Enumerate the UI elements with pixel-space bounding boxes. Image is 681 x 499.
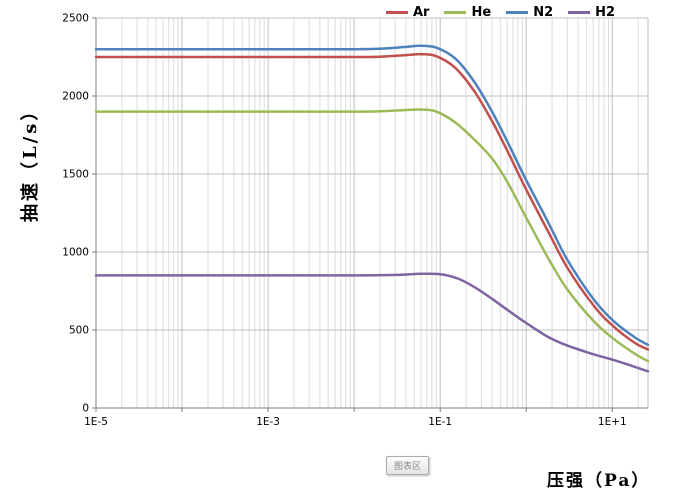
x-axis-title: 压强（Pa）: [547, 471, 651, 491]
x-tick-label: 1E+1: [598, 416, 627, 428]
legend-swatch-he: [444, 11, 467, 14]
series-line-Ar[interactable]: [94, 52, 650, 351]
legend-item-he[interactable]: He: [444, 5, 491, 20]
x-tick-label: 1E-5: [84, 416, 108, 428]
legend-label-n2: N2: [533, 5, 554, 20]
y-tick-label: 1500: [62, 169, 89, 181]
legend-swatch-h2: [568, 11, 591, 14]
legend-item-h2[interactable]: H2: [568, 5, 615, 20]
y-tick-label: 2000: [62, 91, 89, 103]
y-tick-label: 0: [82, 403, 89, 415]
legend-label-ar: Ar: [413, 5, 430, 20]
legend-label-h2: H2: [595, 5, 616, 20]
legend-swatch-n2: [506, 11, 529, 14]
legend-swatch-ar: [386, 11, 408, 14]
legend-label-he: He: [471, 5, 492, 20]
legend-item-ar[interactable]: Ar: [386, 5, 429, 20]
series-line-N2[interactable]: [94, 44, 650, 347]
legend: Ar He N2 H2: [386, 5, 615, 20]
legend-item-n2[interactable]: N2: [506, 5, 553, 20]
x-tick-label: 1E-3: [256, 416, 280, 428]
series-line-H2[interactable]: [94, 272, 650, 373]
series-line-He[interactable]: [94, 108, 650, 363]
chart-area-tooltip: 图表区: [386, 456, 430, 475]
y-tick-label: 500: [69, 325, 89, 337]
x-tick-label: 1E-1: [428, 416, 452, 428]
y-tick-label: 2500: [62, 13, 89, 25]
y-tick-label: 1000: [62, 247, 89, 259]
y-axis-title: 抽速（L/s）: [20, 99, 41, 222]
